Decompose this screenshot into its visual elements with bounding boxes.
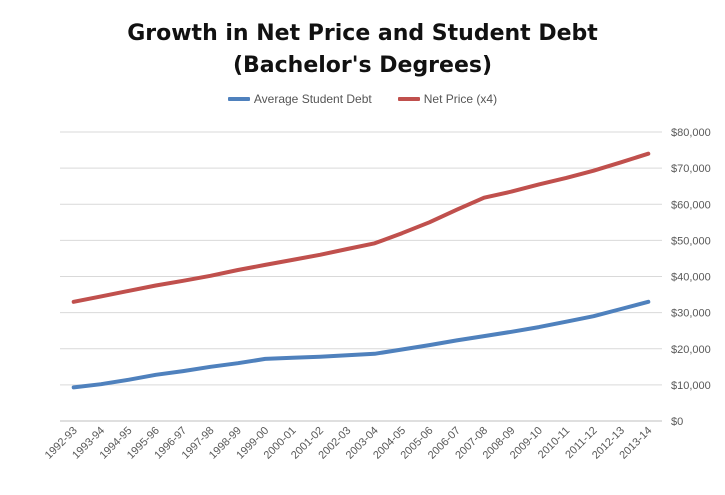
y-tick-label: $70,000 (671, 163, 711, 175)
chart-title-line-2: (Bachelor's Degrees) (232, 53, 493, 78)
series-line-net-price (71, 151, 651, 304)
y-tick-label: $60,000 (671, 199, 711, 211)
legend-swatch-net-price (397, 97, 420, 101)
legend-label-debt: Average Student Debt (253, 92, 372, 106)
y-tick-label: $0 (671, 416, 683, 428)
y-tick-label: $80,000 (671, 127, 711, 139)
chart-title: Growth in Net Price and Student Debt (Ba… (0, 18, 725, 82)
y-tick-label: $40,000 (671, 272, 711, 284)
legend-item-debt: Average Student Debt (227, 92, 372, 106)
legend-label-net-price: Net Price (x4) (423, 92, 498, 106)
y-tick-label: $30,000 (671, 308, 711, 320)
legend-swatch-debt (227, 97, 250, 101)
y-tick-label: $20,000 (671, 344, 711, 356)
chart-legend: Average Student Debt Net Price (x4) (0, 92, 725, 106)
y-tick-label: $10,000 (671, 380, 711, 392)
y-tick-label: $50,000 (671, 235, 711, 247)
legend-item-net-price: Net Price (x4) (397, 92, 498, 106)
series-line-debt (71, 299, 651, 390)
chart-title-line-1: Growth in Net Price and Student Debt (127, 21, 598, 46)
